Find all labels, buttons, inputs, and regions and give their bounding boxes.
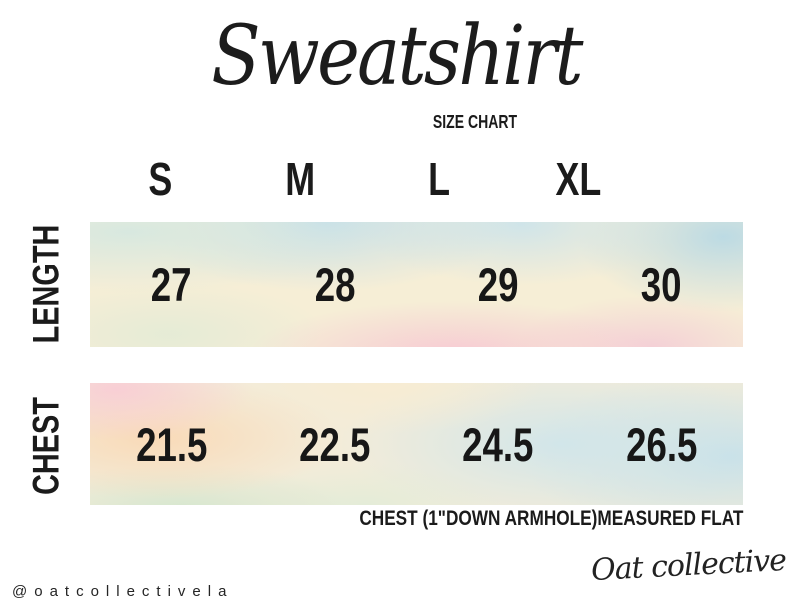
instagram-handle: @oatcollectivela [12, 583, 234, 600]
measurement-note-text: CHEST (1"DOWN ARMHOLE)MEASURED FLAT [358, 507, 743, 530]
size-header-m-label: M [284, 153, 315, 205]
chest-row-label-text: CHEST [25, 397, 67, 495]
chest-value-s-text: 21.5 [135, 417, 208, 471]
chest-value-s: 21.5 [90, 421, 253, 468]
size-header-xl: XL [509, 156, 648, 202]
chest-row-label: CHEST [25, 383, 67, 508]
size-chart-subtitle-text: SIZE CHART [432, 112, 518, 132]
length-value-m: 28 [253, 261, 416, 308]
measurement-note: CHEST (1"DOWN ARMHOLE)MEASURED FLAT [275, 508, 743, 530]
size-header-m: M [230, 156, 369, 202]
length-row-label-text: LENGTH [25, 224, 67, 344]
size-header-l: L [370, 156, 509, 202]
length-row-band: 27 28 29 30 [90, 222, 743, 347]
brand-signature: Oat collective [590, 542, 787, 589]
chest-value-xl-text: 26.5 [625, 417, 698, 471]
length-value-xl: 30 [580, 261, 743, 308]
length-value-l-text: 29 [477, 258, 519, 311]
size-header-s-label: S [148, 153, 173, 205]
length-value-xl-text: 30 [640, 258, 682, 311]
length-row-label: LENGTH [25, 208, 67, 360]
chest-value-l-text: 24.5 [462, 417, 534, 471]
size-chart-subtitle: SIZE CHART [375, 113, 575, 131]
chest-value-m-text: 22.5 [299, 417, 371, 471]
length-value-m-text: 28 [314, 258, 356, 311]
size-header-s: S [91, 156, 230, 202]
chest-value-l: 24.5 [417, 421, 580, 468]
chest-value-xl: 26.5 [580, 421, 743, 468]
length-value-s: 27 [90, 261, 253, 308]
size-header-l-label: L [428, 153, 451, 205]
size-header-xl-label: XL [555, 153, 602, 205]
length-value-s-text: 27 [151, 258, 193, 311]
length-value-l: 29 [417, 261, 580, 308]
size-header-row: S M L XL [91, 156, 648, 202]
brand-title-script: Sweatshirt [211, 9, 583, 104]
chest-row-band: 21.5 22.5 24.5 26.5 [90, 383, 743, 505]
chest-value-m: 22.5 [253, 421, 416, 468]
